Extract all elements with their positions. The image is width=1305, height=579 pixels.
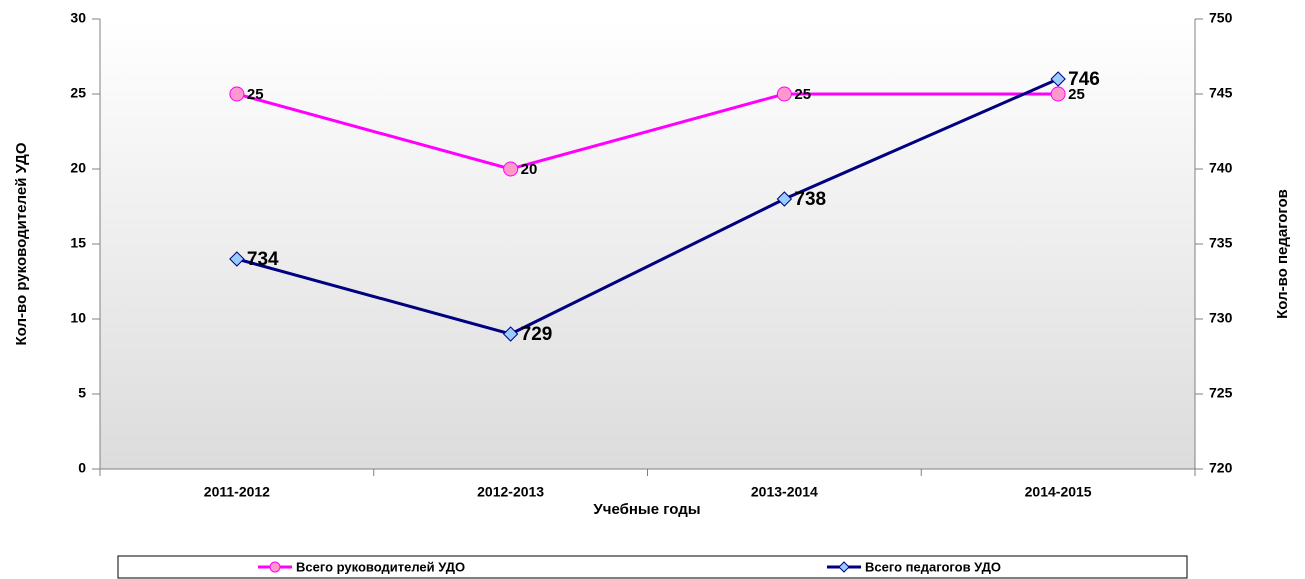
legend-box — [117, 555, 1188, 579]
data-label: 25 — [247, 86, 264, 103]
y-tick-label: 5 — [78, 385, 86, 401]
data-label: 738 — [794, 189, 826, 210]
x-axis-label: Учебные годы — [593, 501, 700, 518]
y2-tick-label: 720 — [1209, 460, 1233, 476]
series-line — [236, 77, 1059, 336]
x-tick-label: 2012-2013 — [477, 484, 544, 500]
data-label: 25 — [794, 86, 811, 103]
series-line — [236, 92, 1059, 171]
x-tick-label: 2014-2015 — [1025, 484, 1092, 500]
marker — [502, 326, 519, 342]
y-tick-label: 25 — [70, 85, 86, 101]
y-tick-label: 10 — [70, 310, 86, 326]
marker — [1050, 71, 1066, 87]
plot-area — [100, 19, 1195, 469]
y-tick-label: 15 — [70, 235, 86, 251]
marker — [776, 86, 792, 102]
y2-axis-label: Кол-во педагогов — [1274, 189, 1291, 319]
legend-label: Всего педагогов УДО — [865, 559, 1001, 574]
legend-marker — [269, 561, 281, 573]
data-label: 746 — [1068, 69, 1100, 90]
x-tick-label: 2013-2014 — [751, 484, 818, 500]
marker — [503, 161, 519, 177]
data-label: 25 — [1068, 86, 1085, 103]
y2-tick-label: 730 — [1209, 310, 1233, 326]
legend-label: Всего руководителей УДО — [296, 559, 465, 574]
legend-marker — [838, 561, 850, 573]
marker — [229, 86, 245, 102]
data-label: 734 — [247, 249, 279, 270]
data-label: 729 — [521, 324, 553, 345]
y-tick-label: 20 — [70, 160, 86, 176]
y-axis-label: Кол-во руководителей УДО — [13, 142, 30, 345]
y2-tick-label: 735 — [1209, 235, 1233, 251]
y2-tick-label: 745 — [1209, 85, 1233, 101]
y-tick-label: 0 — [78, 460, 86, 476]
x-tick-label: 2011-2012 — [204, 484, 270, 500]
y2-tick-label: 740 — [1209, 160, 1233, 176]
y2-tick-label: 725 — [1209, 385, 1233, 401]
marker — [229, 251, 245, 267]
y2-tick-label: 750 — [1209, 10, 1233, 26]
data-label: 20 — [521, 161, 538, 178]
y-tick-label: 30 — [70, 10, 86, 26]
marker — [776, 191, 793, 207]
marker — [1050, 86, 1066, 102]
